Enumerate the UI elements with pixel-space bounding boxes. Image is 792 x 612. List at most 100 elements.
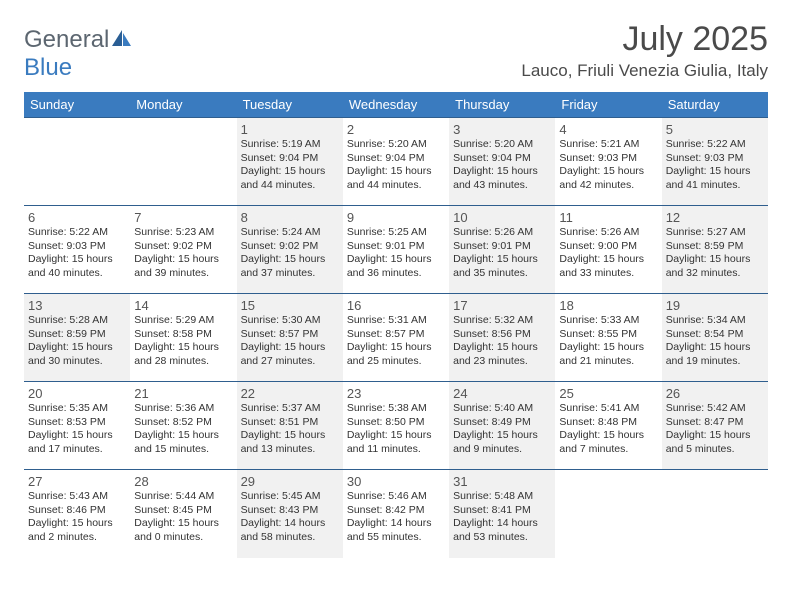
day-number: 1 xyxy=(241,122,339,137)
daylight-line2: and 40 minutes. xyxy=(28,267,126,281)
sunset-text: Sunset: 9:03 PM xyxy=(28,240,126,254)
daylight-line1: Daylight: 15 hours xyxy=(666,165,764,179)
day-number: 23 xyxy=(347,386,445,401)
daylight-line2: and 41 minutes. xyxy=(666,179,764,193)
day-number: 4 xyxy=(559,122,657,137)
sunrise-text: Sunrise: 5:35 AM xyxy=(28,402,126,416)
sunset-text: Sunset: 9:01 PM xyxy=(453,240,551,254)
sunset-text: Sunset: 8:57 PM xyxy=(241,328,339,342)
calendar-cell: 5Sunrise: 5:22 AMSunset: 9:03 PMDaylight… xyxy=(662,118,768,206)
sunset-text: Sunset: 8:52 PM xyxy=(134,416,232,430)
daylight-line1: Daylight: 15 hours xyxy=(28,253,126,267)
sunset-text: Sunset: 8:45 PM xyxy=(134,504,232,518)
sunrise-text: Sunrise: 5:41 AM xyxy=(559,402,657,416)
sunset-text: Sunset: 9:01 PM xyxy=(347,240,445,254)
sunset-text: Sunset: 9:04 PM xyxy=(453,152,551,166)
calendar-cell: 17Sunrise: 5:32 AMSunset: 8:56 PMDayligh… xyxy=(449,294,555,382)
logo: General Blue xyxy=(24,26,133,82)
day-number: 31 xyxy=(453,474,551,489)
calendar-row: 6Sunrise: 5:22 AMSunset: 9:03 PMDaylight… xyxy=(24,206,768,294)
daylight-line2: and 44 minutes. xyxy=(241,179,339,193)
daylight-line1: Daylight: 15 hours xyxy=(347,165,445,179)
daylight-line2: and 27 minutes. xyxy=(241,355,339,369)
sunset-text: Sunset: 8:41 PM xyxy=(453,504,551,518)
daylight-line2: and 17 minutes. xyxy=(28,443,126,457)
calendar-cell: 28Sunrise: 5:44 AMSunset: 8:45 PMDayligh… xyxy=(130,470,236,558)
day-info: Sunrise: 5:46 AMSunset: 8:42 PMDaylight:… xyxy=(347,490,445,545)
day-info: Sunrise: 5:38 AMSunset: 8:50 PMDaylight:… xyxy=(347,402,445,457)
title-block: July 2025 Lauco, Friuli Venezia Giulia, … xyxy=(521,20,768,81)
calendar-row: 1Sunrise: 5:19 AMSunset: 9:04 PMDaylight… xyxy=(24,118,768,206)
daylight-line2: and 2 minutes. xyxy=(28,531,126,545)
day-number: 21 xyxy=(134,386,232,401)
daylight-line2: and 58 minutes. xyxy=(241,531,339,545)
sunset-text: Sunset: 8:43 PM xyxy=(241,504,339,518)
calendar-cell: 15Sunrise: 5:30 AMSunset: 8:57 PMDayligh… xyxy=(237,294,343,382)
daylight-line2: and 30 minutes. xyxy=(28,355,126,369)
sunset-text: Sunset: 8:55 PM xyxy=(559,328,657,342)
calendar-cell: 2Sunrise: 5:20 AMSunset: 9:04 PMDaylight… xyxy=(343,118,449,206)
weekday-friday: Friday xyxy=(555,92,661,118)
day-number: 13 xyxy=(28,298,126,313)
calendar-cell xyxy=(130,118,236,206)
daylight-line2: and 43 minutes. xyxy=(453,179,551,193)
calendar-cell: 30Sunrise: 5:46 AMSunset: 8:42 PMDayligh… xyxy=(343,470,449,558)
day-number: 17 xyxy=(453,298,551,313)
day-info: Sunrise: 5:26 AMSunset: 9:01 PMDaylight:… xyxy=(453,226,551,281)
daylight-line2: and 32 minutes. xyxy=(666,267,764,281)
calendar-table: Sunday Monday Tuesday Wednesday Thursday… xyxy=(24,92,768,558)
day-number: 22 xyxy=(241,386,339,401)
daylight-line1: Daylight: 15 hours xyxy=(28,517,126,531)
daylight-line1: Daylight: 15 hours xyxy=(453,165,551,179)
sunrise-text: Sunrise: 5:29 AM xyxy=(134,314,232,328)
sunrise-text: Sunrise: 5:34 AM xyxy=(666,314,764,328)
day-info: Sunrise: 5:23 AMSunset: 9:02 PMDaylight:… xyxy=(134,226,232,281)
day-info: Sunrise: 5:29 AMSunset: 8:58 PMDaylight:… xyxy=(134,314,232,369)
sunrise-text: Sunrise: 5:20 AM xyxy=(453,138,551,152)
daylight-line1: Daylight: 15 hours xyxy=(559,165,657,179)
daylight-line2: and 55 minutes. xyxy=(347,531,445,545)
location-text: Lauco, Friuli Venezia Giulia, Italy xyxy=(521,61,768,81)
day-number: 8 xyxy=(241,210,339,225)
sunset-text: Sunset: 9:03 PM xyxy=(666,152,764,166)
day-info: Sunrise: 5:20 AMSunset: 9:04 PMDaylight:… xyxy=(347,138,445,193)
day-info: Sunrise: 5:31 AMSunset: 8:57 PMDaylight:… xyxy=(347,314,445,369)
calendar-cell: 20Sunrise: 5:35 AMSunset: 8:53 PMDayligh… xyxy=(24,382,130,470)
calendar-cell xyxy=(555,470,661,558)
daylight-line1: Daylight: 14 hours xyxy=(453,517,551,531)
sunset-text: Sunset: 8:57 PM xyxy=(347,328,445,342)
daylight-line1: Daylight: 15 hours xyxy=(347,429,445,443)
sunset-text: Sunset: 8:59 PM xyxy=(666,240,764,254)
sunrise-text: Sunrise: 5:25 AM xyxy=(347,226,445,240)
daylight-line1: Daylight: 15 hours xyxy=(666,429,764,443)
day-number: 28 xyxy=(134,474,232,489)
sunset-text: Sunset: 8:50 PM xyxy=(347,416,445,430)
daylight-line1: Daylight: 15 hours xyxy=(134,341,232,355)
sunset-text: Sunset: 9:00 PM xyxy=(559,240,657,254)
daylight-line2: and 33 minutes. xyxy=(559,267,657,281)
day-info: Sunrise: 5:22 AMSunset: 9:03 PMDaylight:… xyxy=(28,226,126,281)
sunset-text: Sunset: 8:54 PM xyxy=(666,328,764,342)
daylight-line1: Daylight: 15 hours xyxy=(666,341,764,355)
sunrise-text: Sunrise: 5:23 AM xyxy=(134,226,232,240)
calendar-cell: 19Sunrise: 5:34 AMSunset: 8:54 PMDayligh… xyxy=(662,294,768,382)
daylight-line1: Daylight: 15 hours xyxy=(134,253,232,267)
sunset-text: Sunset: 9:02 PM xyxy=(134,240,232,254)
header: General Blue July 2025 Lauco, Friuli Ven… xyxy=(24,20,768,82)
day-info: Sunrise: 5:27 AMSunset: 8:59 PMDaylight:… xyxy=(666,226,764,281)
daylight-line2: and 28 minutes. xyxy=(134,355,232,369)
calendar-row: 27Sunrise: 5:43 AMSunset: 8:46 PMDayligh… xyxy=(24,470,768,558)
sunset-text: Sunset: 8:48 PM xyxy=(559,416,657,430)
calendar-cell: 27Sunrise: 5:43 AMSunset: 8:46 PMDayligh… xyxy=(24,470,130,558)
daylight-line1: Daylight: 15 hours xyxy=(241,253,339,267)
sunset-text: Sunset: 8:46 PM xyxy=(28,504,126,518)
day-info: Sunrise: 5:45 AMSunset: 8:43 PMDaylight:… xyxy=(241,490,339,545)
sunrise-text: Sunrise: 5:42 AM xyxy=(666,402,764,416)
sunrise-text: Sunrise: 5:24 AM xyxy=(241,226,339,240)
calendar-cell: 24Sunrise: 5:40 AMSunset: 8:49 PMDayligh… xyxy=(449,382,555,470)
daylight-line2: and 9 minutes. xyxy=(453,443,551,457)
daylight-line2: and 13 minutes. xyxy=(241,443,339,457)
sunrise-text: Sunrise: 5:20 AM xyxy=(347,138,445,152)
sunrise-text: Sunrise: 5:21 AM xyxy=(559,138,657,152)
daylight-line1: Daylight: 15 hours xyxy=(559,341,657,355)
